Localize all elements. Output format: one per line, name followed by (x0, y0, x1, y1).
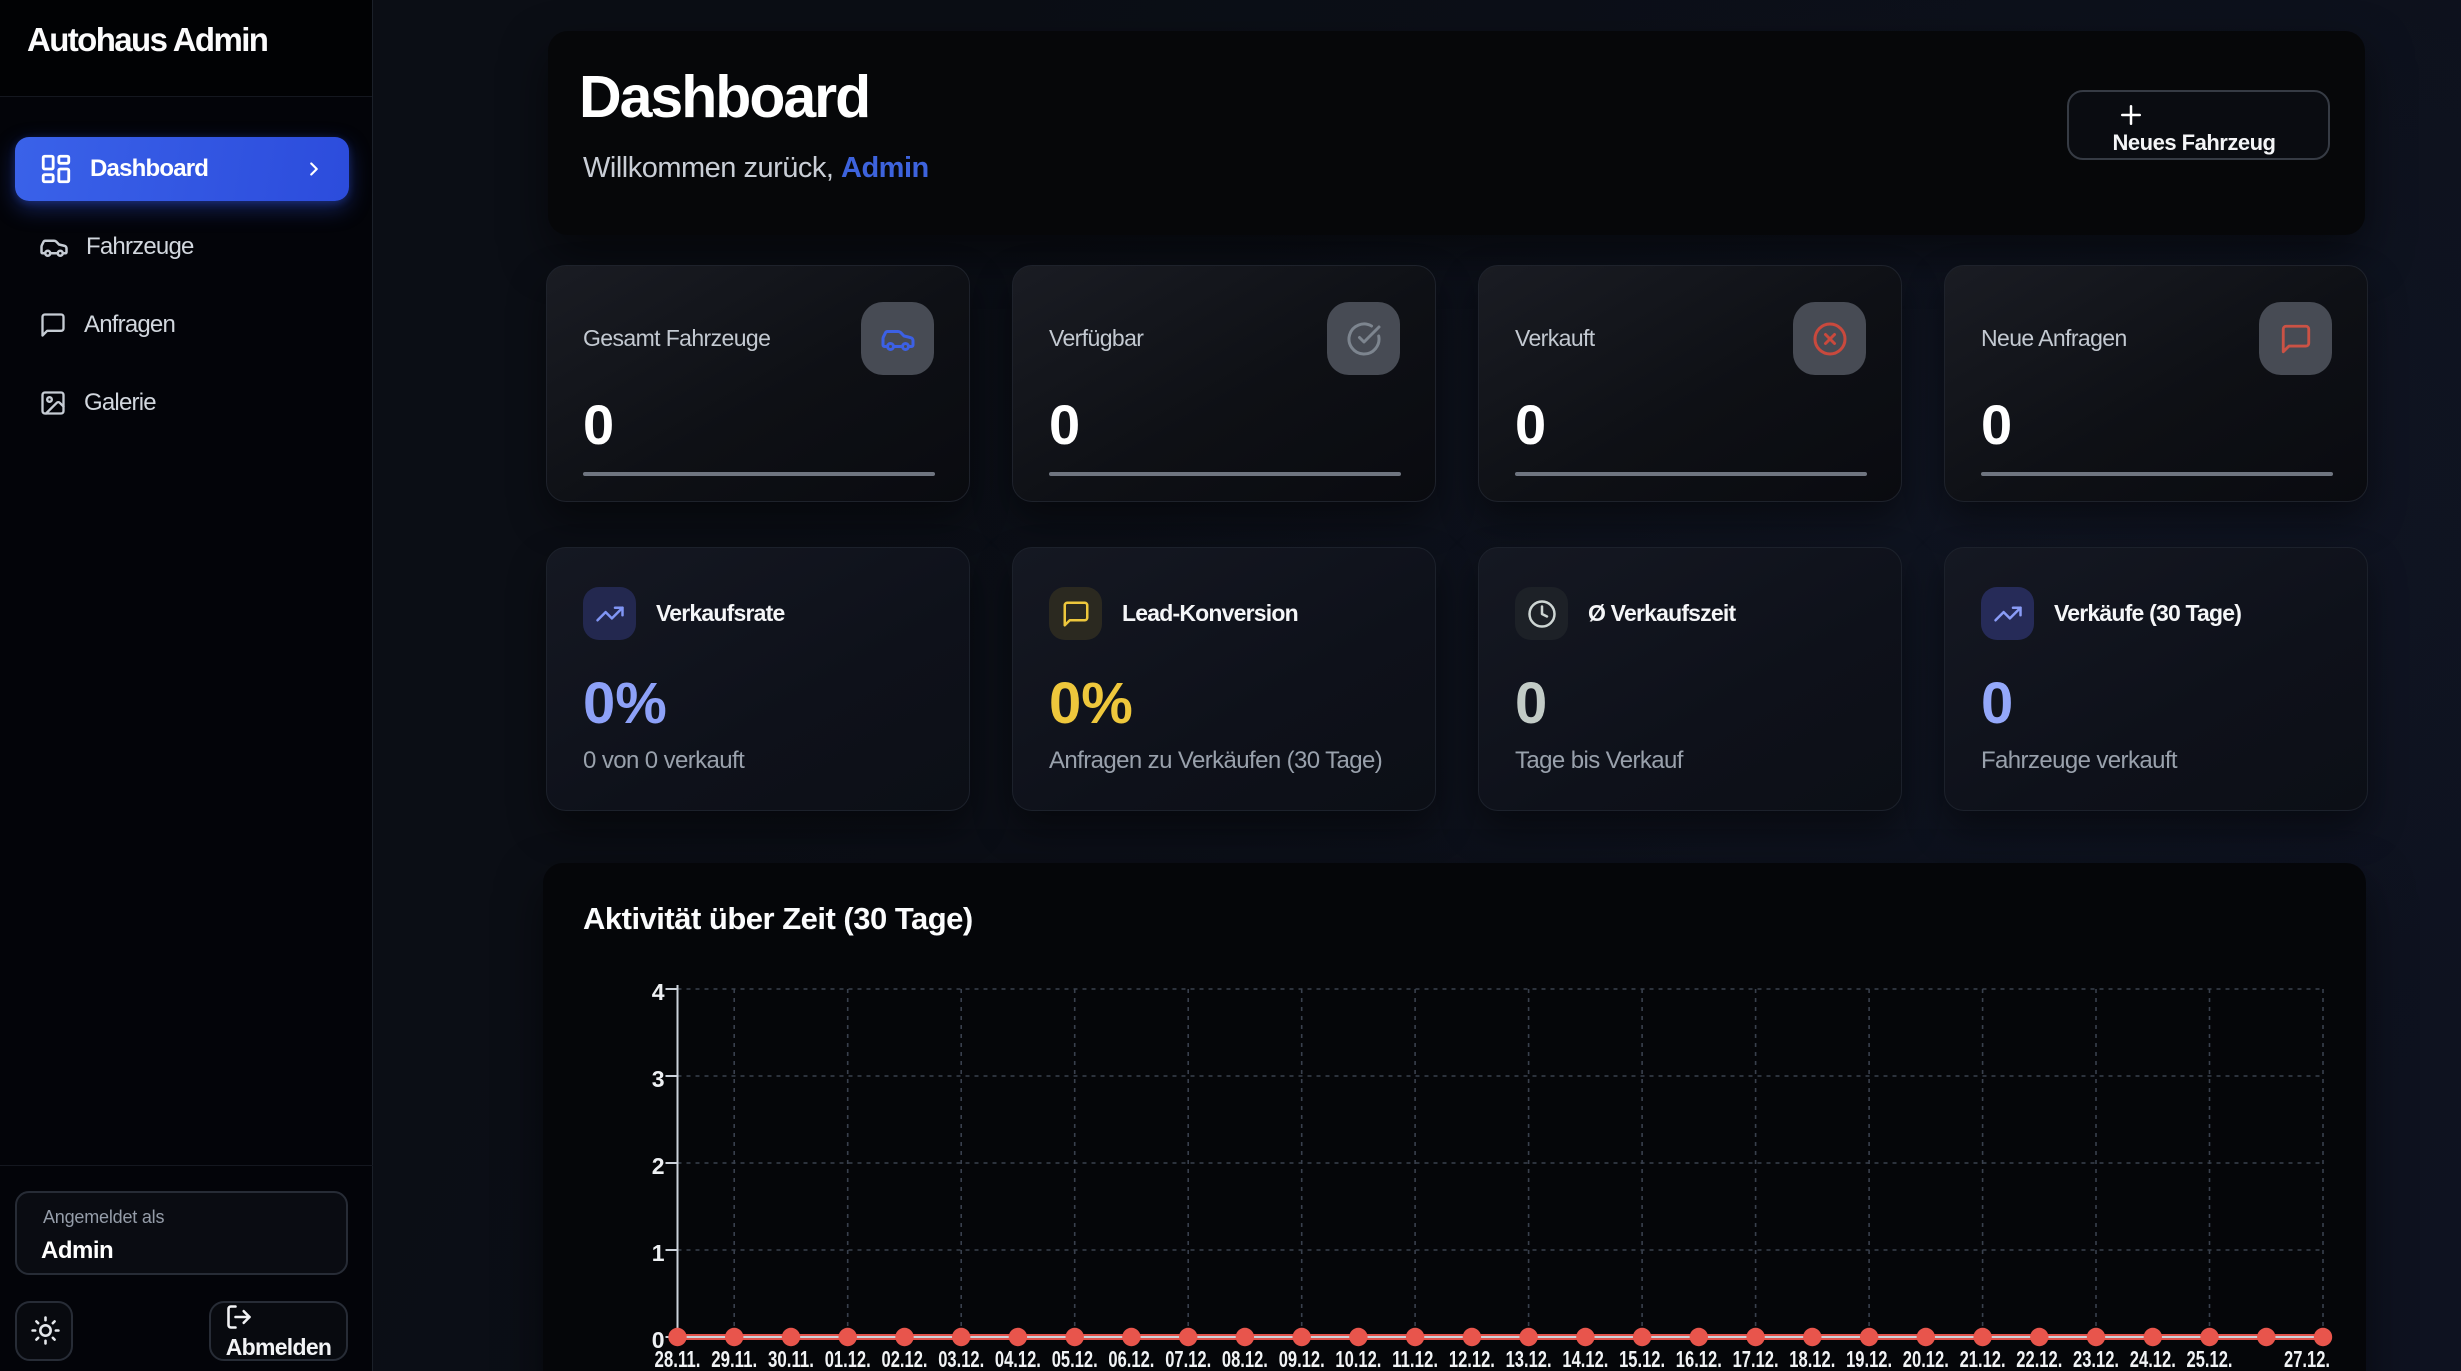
svg-text:4: 4 (652, 979, 665, 1005)
svg-text:24.12.: 24.12. (2130, 1346, 2176, 1371)
svg-text:09.12.: 09.12. (1279, 1346, 1325, 1371)
svg-text:16.12.: 16.12. (1676, 1346, 1722, 1371)
svg-text:08.12.: 08.12. (1222, 1346, 1268, 1371)
svg-text:17.12.: 17.12. (1733, 1346, 1779, 1371)
svg-text:30.11.: 30.11. (768, 1346, 814, 1371)
svg-text:25.12.: 25.12. (2187, 1346, 2233, 1371)
svg-text:0: 0 (652, 1327, 665, 1353)
svg-text:01.12.: 01.12. (825, 1346, 871, 1371)
svg-text:28.11.: 28.11. (655, 1346, 701, 1371)
svg-text:20.12.: 20.12. (1903, 1346, 1949, 1371)
svg-text:2: 2 (652, 1153, 665, 1179)
svg-text:23.12.: 23.12. (2073, 1346, 2119, 1371)
svg-text:15.12.: 15.12. (1619, 1346, 1665, 1371)
svg-text:29.11.: 29.11. (711, 1346, 757, 1371)
svg-text:12.12.: 12.12. (1449, 1346, 1495, 1371)
svg-text:27.12.: 27.12. (2284, 1346, 2330, 1371)
svg-text:19.12.: 19.12. (1846, 1346, 1892, 1371)
svg-text:11.12.: 11.12. (1392, 1346, 1438, 1371)
svg-text:05.12.: 05.12. (1052, 1346, 1098, 1371)
svg-text:10.12.: 10.12. (1335, 1346, 1381, 1371)
svg-text:07.12.: 07.12. (1165, 1346, 1211, 1371)
svg-text:18.12.: 18.12. (1789, 1346, 1835, 1371)
svg-text:04.12.: 04.12. (995, 1346, 1041, 1371)
svg-text:13.12.: 13.12. (1506, 1346, 1552, 1371)
svg-text:1: 1 (652, 1240, 665, 1266)
svg-text:22.12.: 22.12. (2016, 1346, 2062, 1371)
svg-text:02.12.: 02.12. (882, 1346, 928, 1371)
svg-text:06.12.: 06.12. (1108, 1346, 1154, 1371)
svg-text:03.12.: 03.12. (938, 1346, 984, 1371)
svg-text:21.12.: 21.12. (1960, 1346, 2006, 1371)
svg-text:14.12.: 14.12. (1562, 1346, 1608, 1371)
svg-text:3: 3 (652, 1066, 665, 1092)
